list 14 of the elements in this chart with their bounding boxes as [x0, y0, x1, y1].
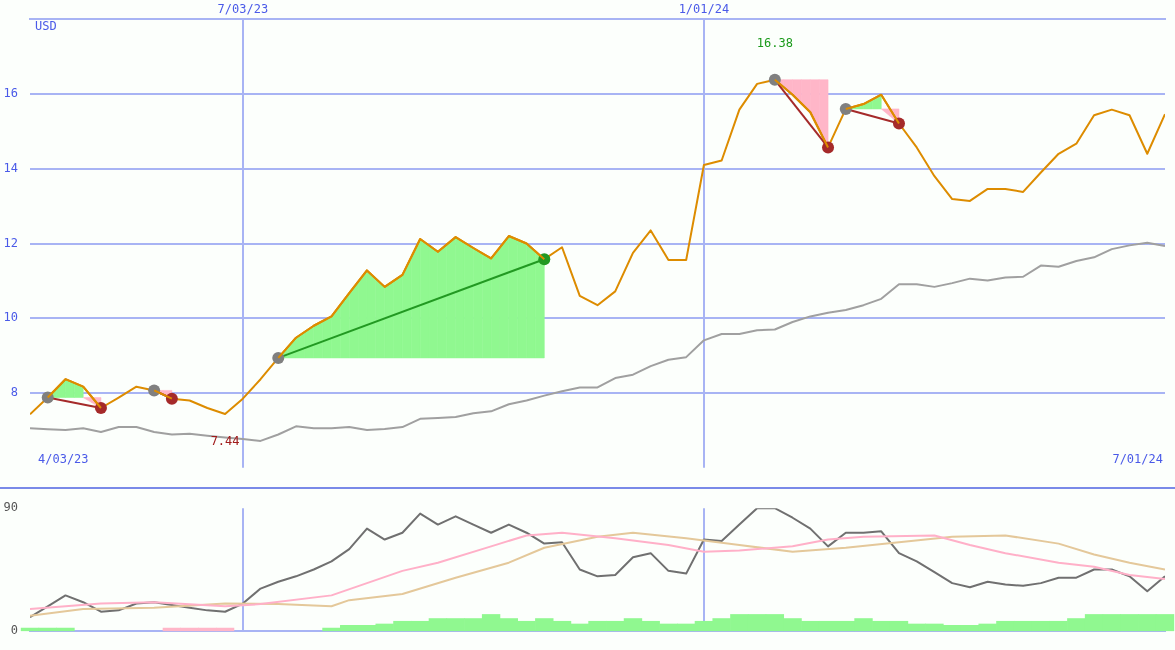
- y-tick-label: 90: [3, 500, 18, 515]
- annotation: 7.44: [210, 434, 240, 449]
- x-tick-label: 1/01/24: [678, 2, 730, 17]
- y-tick-label: 0: [10, 622, 18, 637]
- y-tick-label: 10: [3, 310, 18, 325]
- y-tick-label: 8: [10, 385, 18, 400]
- y-tick-label: 16: [3, 86, 18, 101]
- x-tick-label: 7/03/23: [217, 2, 269, 17]
- annotation: 4/03/23: [38, 451, 89, 466]
- y-axis-title: USD: [35, 19, 57, 34]
- y-tick-label: 14: [3, 160, 18, 175]
- annotation: 7/01/24: [1112, 451, 1163, 466]
- annotation: 16.38: [756, 35, 793, 50]
- y-tick-label: 12: [3, 235, 18, 250]
